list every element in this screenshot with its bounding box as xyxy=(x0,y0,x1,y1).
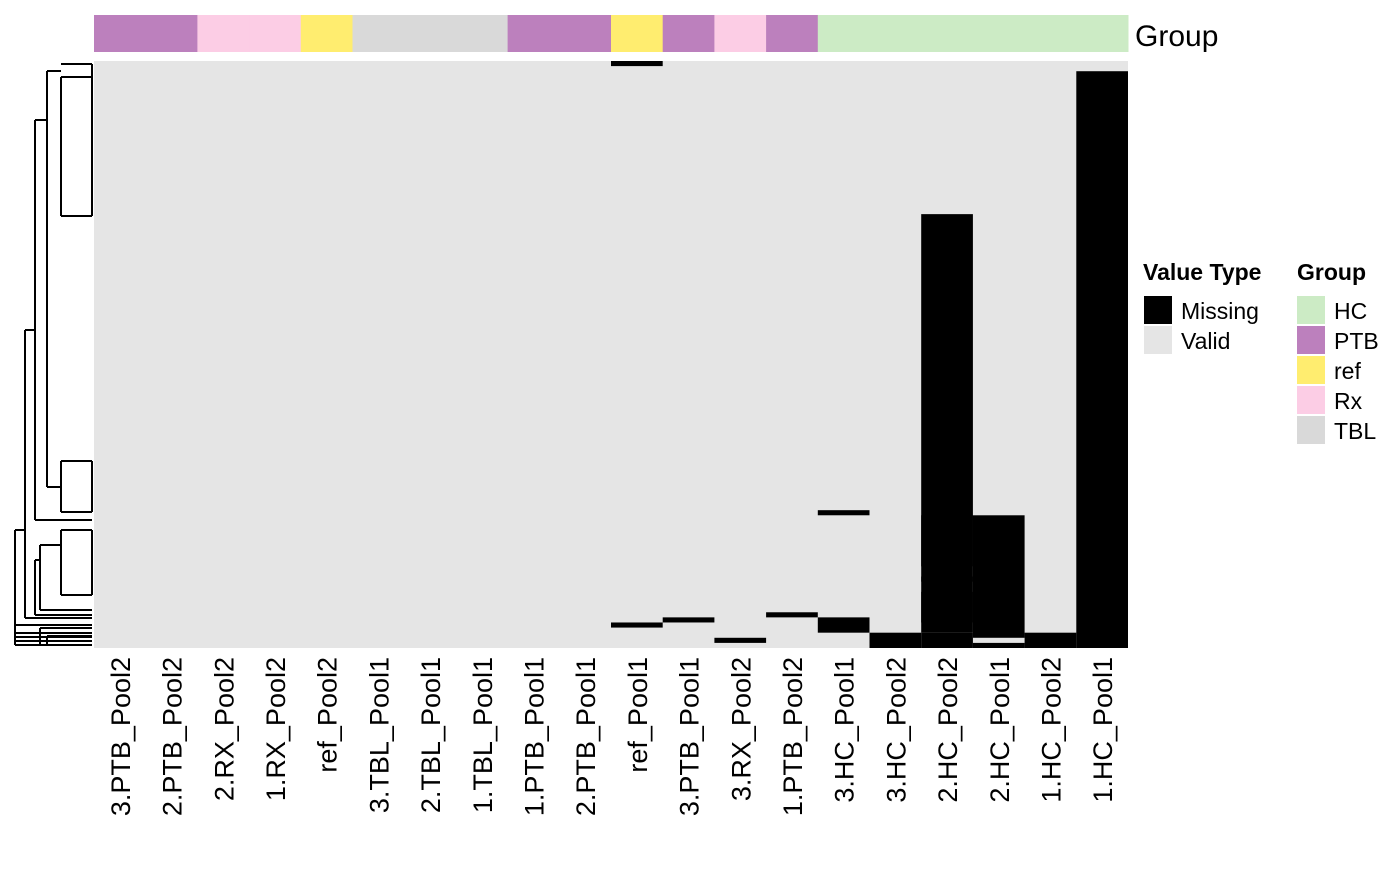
annotation-cell xyxy=(1024,15,1077,52)
legend-swatch xyxy=(1297,356,1325,384)
annotation-cell xyxy=(300,15,353,52)
column-label: 2.TBL_Pool1 xyxy=(416,657,446,813)
value-legend-title: Value Type xyxy=(1143,259,1261,285)
missing-cell-block xyxy=(817,617,870,633)
missing-cell-block xyxy=(921,576,973,582)
legend-label: HC xyxy=(1334,298,1367,324)
annotation-cell xyxy=(145,15,198,52)
column-label: 3.HC_Pool1 xyxy=(830,657,860,803)
missing-cell-block xyxy=(817,510,870,516)
legend-label: Missing xyxy=(1181,298,1259,324)
column-label: 1.PTB_Pool1 xyxy=(519,657,549,816)
legend-label: Valid xyxy=(1181,328,1230,354)
missing-cell-block xyxy=(921,591,973,623)
annotation-cell xyxy=(972,15,1026,52)
column-label: 2.PTB_Pool2 xyxy=(158,657,188,816)
annotation-cell xyxy=(611,15,664,52)
missing-cell-block xyxy=(869,632,922,648)
value-type-legend: Value Type Missing Valid xyxy=(1143,259,1261,354)
column-label: 1.RX_Pool2 xyxy=(261,657,291,801)
annotation-cell xyxy=(1076,15,1129,52)
annotation-cell xyxy=(404,15,457,52)
group-legend: Group HC PTB ref Rx TBL xyxy=(1297,259,1379,444)
annotation-cell xyxy=(507,15,560,52)
missing-cell-block xyxy=(1024,632,1077,648)
column-labels: 3.PTB_Pool2 2.PTB_Pool2 2.RX_Pool2 1.RX_Poo… xyxy=(106,657,1118,816)
annotation-cell xyxy=(455,15,509,52)
missing-cell-block xyxy=(972,515,1025,638)
legend-label: ref xyxy=(1334,358,1361,384)
annotation-cell xyxy=(559,15,612,52)
column-label: 2.RX_Pool2 xyxy=(209,657,239,801)
legend-swatch xyxy=(1144,296,1172,324)
missing-cell-block xyxy=(611,622,663,628)
heatmap-body xyxy=(94,61,1128,648)
legend-label: Rx xyxy=(1334,388,1363,414)
missing-cell-block xyxy=(921,515,973,567)
annotation-cell xyxy=(817,15,870,52)
column-label: 1.HC_Pool1 xyxy=(1088,657,1118,803)
row-dendrogram xyxy=(14,63,93,646)
annotation-cell xyxy=(869,15,922,52)
group-legend-title: Group xyxy=(1297,259,1366,285)
column-label: 2.HC_Pool1 xyxy=(985,657,1015,803)
annotation-cell xyxy=(94,15,147,52)
column-label: ref_Pool1 xyxy=(623,657,653,773)
column-label: 1.PTB_Pool2 xyxy=(778,657,808,816)
missing-cell-block xyxy=(921,214,973,633)
legend-label: TBL xyxy=(1334,418,1376,444)
missing-cell-block xyxy=(1076,71,1128,648)
missing-cell-block xyxy=(766,612,818,618)
legend-swatch xyxy=(1144,326,1172,354)
annotation-cell xyxy=(352,15,405,52)
missing-cell-block xyxy=(972,642,1025,648)
group-annotation-bar xyxy=(94,15,1129,52)
legend-swatch xyxy=(1297,386,1325,414)
column-label: ref_Pool2 xyxy=(313,657,343,773)
annotation-cell xyxy=(197,15,250,52)
column-label: 1.TBL_Pool1 xyxy=(468,657,498,813)
legend-swatch xyxy=(1297,326,1325,354)
legend-label: PTB xyxy=(1334,328,1379,354)
column-label: 3.HC_Pool2 xyxy=(881,657,911,803)
column-label: 1.HC_Pool2 xyxy=(1036,657,1066,803)
annotation-cell xyxy=(249,15,302,52)
annotation-cell xyxy=(714,15,767,52)
missing-cell-block xyxy=(611,61,663,67)
annotation-cell xyxy=(921,15,974,52)
missing-cell-block xyxy=(662,617,715,623)
legend-swatch xyxy=(1297,416,1325,444)
column-label: 2.HC_Pool2 xyxy=(933,657,963,803)
column-label: 3.RX_Pool2 xyxy=(726,657,756,801)
missing-cell-block xyxy=(921,632,973,648)
missing-cell-block xyxy=(714,637,767,643)
column-label: 3.PTB_Pool1 xyxy=(675,657,705,816)
column-label: 2.PTB_Pool1 xyxy=(571,657,601,816)
annotation-title: Group xyxy=(1135,20,1218,53)
column-label: 3.TBL_Pool1 xyxy=(364,657,394,813)
legend-swatch xyxy=(1297,296,1325,324)
column-label: 3.PTB_Pool2 xyxy=(106,657,136,816)
annotation-cell xyxy=(766,15,819,52)
annotation-cell xyxy=(662,15,715,52)
